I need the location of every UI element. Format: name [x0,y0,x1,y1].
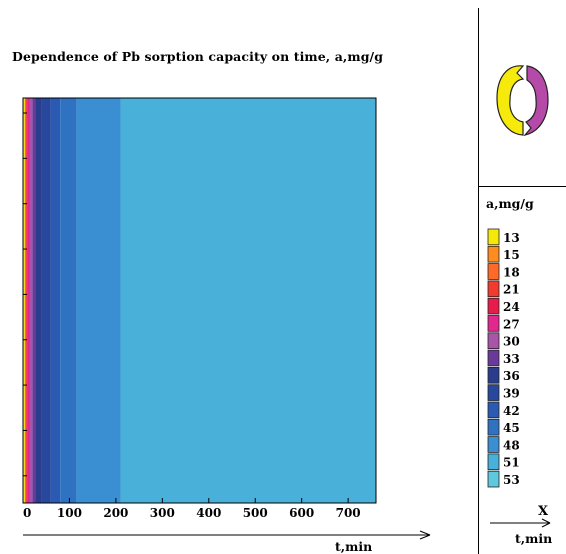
small-axis-label: t,min [515,531,553,546]
heatmap-band-7 [41,98,51,503]
legend-swatch-21 [487,280,500,298]
legend-swatch-15 [487,245,500,263]
x-tick-label: 400 [196,506,221,520]
heatmap-band-6 [35,98,42,503]
legend-swatch-39 [487,384,500,401]
legend-label-45: 45 [503,421,520,435]
time-arrow-head [419,530,431,540]
x-tick-label: 100 [57,506,82,520]
plot-frame [22,97,377,504]
heatmap-band-2 [26,98,28,503]
legend-swatch-24 [487,297,500,315]
legend-label-24: 24 [503,300,520,314]
legend-label-53: 53 [503,473,520,487]
heatmap-chart: 0 100 200 300 400 500 600 700 [22,97,431,540]
heatmap-band-1 [24,98,27,503]
legend-swatch-27 [487,315,500,332]
legend-swatch-18 [487,263,500,280]
panel-divider-vertical [478,8,479,554]
panel-divider-horizontal [478,186,566,187]
heatmap-band-0 [23,98,25,503]
legend-swatch-36 [487,366,500,384]
legend-label-18: 18 [503,265,520,279]
heatmap-bands [23,98,376,503]
x-tick-label: 0 [23,506,31,520]
logo-magenta-half [523,65,549,136]
legend-swatch-30 [487,332,500,349]
legend-label-39: 39 [503,387,520,401]
legend-label-33: 33 [503,352,520,366]
sorbent-granule-logo [496,65,549,136]
y-axis-ticks [23,112,27,477]
x-tick-label: 300 [150,506,175,520]
heatmap-band-10 [76,98,121,503]
legend-swatch-51 [487,453,500,471]
x-axis-ticks: 0 100 200 300 400 500 600 700 [22,498,361,520]
heatmap-band-3 [27,98,30,503]
heatmap-band-5 [32,98,36,503]
heatmap-band-9 [60,98,77,503]
heatmap-band-8 [50,98,61,503]
legend-label-21: 21 [503,283,520,297]
x-tick-label: 700 [336,506,361,520]
x-tick-label: 500 [243,506,268,520]
legend-swatch-53 [487,470,500,488]
legend-label-27: 27 [503,317,520,331]
x-axis-label: t,min [335,539,373,554]
chart-title: Dependence of Pb sorption capacity on ti… [12,49,384,64]
x-tick-label: 200 [103,506,128,520]
legend-swatch-33 [487,349,500,367]
heatmap-band-11 [120,98,376,503]
legend-label-42: 42 [503,404,520,418]
legend-label-13: 13 [503,231,520,245]
legend-label-48: 48 [503,438,520,452]
heatmap-band-4 [29,98,33,503]
legend-swatch-48 [487,436,500,453]
legend-label-30: 30 [503,335,520,349]
legend-swatch-13 [487,228,500,246]
legend-title: a,mg/g [486,196,534,211]
legend-swatch-42 [487,401,500,419]
legend-label-36: 36 [503,369,520,383]
legend-label-15: 15 [503,248,520,262]
legend-swatch-45 [487,418,500,436]
small-axis-letter: X [538,504,549,519]
small-axis-arrow [541,518,551,528]
logo-yellow-half [496,65,525,136]
legend-label-51: 51 [503,456,520,470]
legend-items: 13 15 18 21 24 27 30 33 36 39 42 45 48 51 53 [487,228,520,488]
x-tick-label: 600 [289,506,314,520]
